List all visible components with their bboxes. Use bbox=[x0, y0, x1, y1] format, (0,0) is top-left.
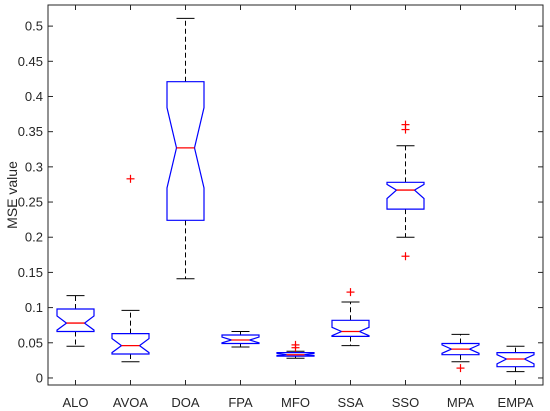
y-tick-label: 0.5 bbox=[25, 19, 43, 34]
box-ssa bbox=[331, 288, 370, 347]
x-tick-label: DOA bbox=[171, 395, 200, 410]
outlier-marker bbox=[401, 120, 410, 129]
x-tick-label: MPA bbox=[447, 395, 475, 410]
x-tick-label: SSA bbox=[337, 395, 363, 410]
notched-box bbox=[441, 342, 480, 356]
y-tick-label: 0 bbox=[36, 370, 43, 385]
y-tick-label: 0.05 bbox=[18, 335, 43, 350]
y-tick-label: 0.1 bbox=[25, 300, 43, 315]
outlier-marker bbox=[456, 364, 465, 373]
notched-box bbox=[276, 352, 315, 357]
y-axis-ticks: 0 0.05 0.1 0.15 0.2 0.25 0.3 0.35 0.4 0.45 0.5 bbox=[18, 19, 543, 385]
y-tick-label: 0.3 bbox=[25, 159, 43, 174]
x-tick-label: MFO bbox=[281, 395, 310, 410]
y-axis-title: MSE value bbox=[4, 161, 20, 229]
notched-box bbox=[111, 333, 150, 355]
y-tick-label: 0.45 bbox=[18, 54, 43, 69]
y-tick-label: 0.4 bbox=[25, 89, 43, 104]
boxes-layer bbox=[56, 17, 535, 373]
outlier-marker bbox=[346, 288, 355, 297]
y-tick-label: 0.2 bbox=[25, 230, 43, 245]
x-tick-label: FPA bbox=[228, 395, 253, 410]
box-empa bbox=[496, 345, 535, 373]
plot-area bbox=[48, 5, 543, 385]
x-tick-label: EMPA bbox=[498, 395, 534, 410]
y-tick-label: 0.25 bbox=[18, 195, 43, 210]
box-mfo bbox=[276, 340, 315, 359]
notched-box bbox=[221, 334, 260, 345]
notched-box bbox=[331, 319, 370, 337]
box-fpa bbox=[221, 331, 260, 348]
outlier-marker bbox=[126, 174, 135, 183]
x-tick-label: AVOA bbox=[113, 395, 148, 410]
x-axis-ticks: ALO AVOA DOA FPA MFO SSA SSO MPA EMPA bbox=[62, 5, 534, 410]
notched-box bbox=[56, 308, 95, 333]
x-tick-label: ALO bbox=[62, 395, 88, 410]
outlier-marker bbox=[291, 340, 300, 349]
notched-box bbox=[166, 81, 205, 221]
y-tick-label: 0.15 bbox=[18, 265, 43, 280]
box-avoa bbox=[111, 174, 150, 363]
box-mpa bbox=[441, 333, 480, 373]
notched-box bbox=[386, 181, 425, 210]
y-tick-label: 0.35 bbox=[18, 124, 43, 139]
notched-box bbox=[496, 352, 535, 368]
box-alo bbox=[56, 295, 95, 347]
box-sso bbox=[386, 120, 425, 261]
outlier-marker bbox=[401, 252, 410, 261]
x-tick-label: SSO bbox=[392, 395, 419, 410]
plot-frame bbox=[47, 4, 544, 386]
box-doa bbox=[166, 17, 205, 280]
